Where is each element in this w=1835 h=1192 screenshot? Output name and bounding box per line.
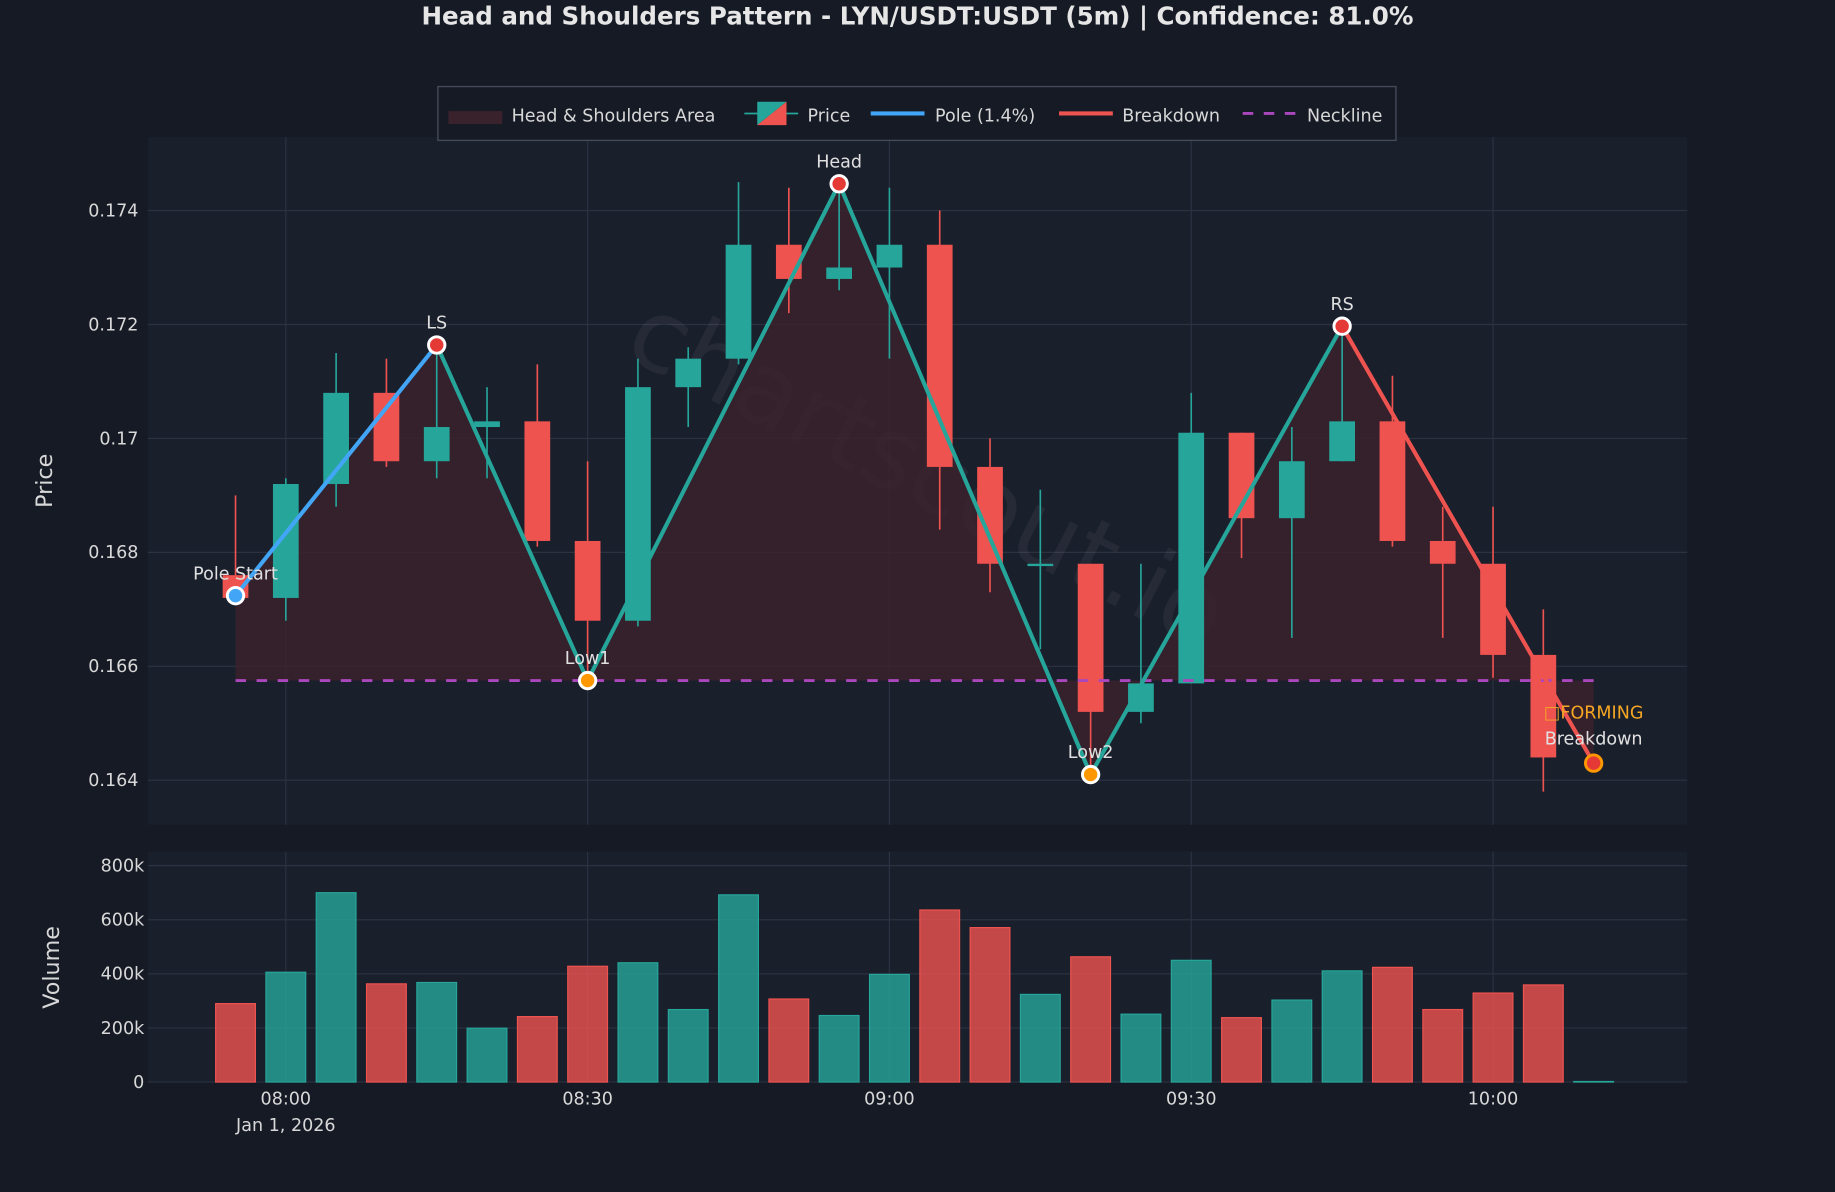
pattern-point-label: Breakdown <box>1545 729 1643 749</box>
candle-body <box>1429 540 1456 564</box>
volume-bar <box>567 965 609 1083</box>
candle-body <box>1480 563 1506 655</box>
price-tick-label: 0.174 <box>88 201 138 221</box>
volume-bar <box>768 998 810 1083</box>
pattern-point-label: Low2 <box>1068 743 1114 763</box>
volume-bar <box>265 971 307 1083</box>
legend-item-area[interactable]: Head & Shoulders Area <box>512 107 716 127</box>
volume-tick-label: 200k <box>101 1019 145 1039</box>
pattern-point-head <box>829 174 849 194</box>
time-tick-label: 10:00 <box>1468 1089 1519 1109</box>
candle-body <box>1278 461 1305 519</box>
volume-bar <box>1170 959 1212 1083</box>
legend-item-price[interactable]: Price <box>808 107 851 127</box>
forming-status-label: □FORMING <box>1544 704 1644 724</box>
candle-body <box>725 244 752 359</box>
volume-bar <box>1120 1013 1162 1083</box>
pattern-point-label: Low1 <box>565 649 611 669</box>
volume-bar <box>667 1008 709 1083</box>
candle-body <box>1027 563 1054 567</box>
date-label: Jan 1, 2026 <box>235 1116 336 1136</box>
chart-title: Head and Shoulders Pattern - LYN/USDT:US… <box>422 2 1414 31</box>
volume-bar <box>215 1003 256 1083</box>
volume-tick-label: 400k <box>101 965 145 985</box>
volume-bar <box>315 892 357 1083</box>
candle-body <box>876 244 903 268</box>
pattern-point-label: Pole Start <box>193 564 278 584</box>
candle-body <box>1077 563 1104 712</box>
pattern-point-ls <box>427 335 447 355</box>
breakdown-line <box>1340 325 1596 765</box>
volume-bar <box>718 894 759 1083</box>
volume-bar <box>1472 992 1514 1083</box>
legend-area-swatch <box>448 111 503 124</box>
time-tick-label: 09:30 <box>1166 1089 1217 1109</box>
volume-bar <box>365 983 407 1083</box>
time-tick-label: 08:00 <box>261 1089 312 1109</box>
legend-item-breakdown[interactable]: Breakdown <box>1122 107 1220 127</box>
candle-body <box>524 421 551 541</box>
volume-tick-label: 800k <box>101 856 145 876</box>
legend-price-down-icon <box>757 101 787 126</box>
candle-body <box>1379 421 1406 541</box>
pattern-area <box>235 183 1594 775</box>
volume-bar <box>516 1015 558 1083</box>
pattern-points: Pole Start LS Low1 Head Low2 RS Breakdown □FORM… <box>193 152 1644 785</box>
volume-bar <box>818 1014 860 1083</box>
candle-body <box>675 358 702 388</box>
pattern-point-low1 <box>577 670 598 691</box>
candle-body <box>574 540 601 621</box>
price-tick-label: 0.166 <box>88 657 138 677</box>
volume-bar <box>1522 984 1564 1083</box>
price-tick-label: 0.168 <box>88 543 138 563</box>
price-tick-label: 0.172 <box>88 315 138 335</box>
candle-body <box>926 244 953 467</box>
volume-bar <box>868 973 910 1083</box>
volume-bar <box>1221 1017 1262 1083</box>
pattern-point-label: RS <box>1330 295 1353 315</box>
pole-line <box>233 343 439 597</box>
pattern-point-label: Head <box>816 152 862 172</box>
volume-bar <box>617 962 659 1083</box>
time-tick-label: 08:30 <box>562 1089 613 1109</box>
volume-bar <box>1321 970 1363 1083</box>
head-and-shoulders-area <box>235 183 1594 775</box>
candle-body <box>373 392 400 462</box>
pattern-point-rs <box>1332 316 1352 336</box>
time-tick-label: 09:00 <box>864 1089 915 1109</box>
axes: 0.164 0.166 0.168 0.17 0.172 0.174 0 200k 400k 60… <box>88 201 1518 1136</box>
volume-bar <box>416 981 458 1083</box>
volume-tick-label: 0 <box>133 1073 144 1093</box>
candle-body <box>1329 421 1355 462</box>
volume-tick-label: 600k <box>101 911 145 931</box>
volume-bar <box>1019 993 1061 1083</box>
volume-bar <box>1573 1080 1615 1083</box>
volume-bars <box>215 892 1615 1083</box>
pattern-point-breakdown <box>1583 753 1604 773</box>
candle-body <box>826 267 852 279</box>
pattern-point-label: LS <box>426 314 447 334</box>
candle-body <box>1178 432 1205 684</box>
volume-bar <box>1422 1008 1464 1083</box>
price-tick-label: 0.164 <box>88 771 138 791</box>
volume-bar <box>1271 999 1313 1083</box>
legend[interactable]: Head & Shoulders Area Price Pole (1.4%) … <box>437 85 1397 142</box>
volume-bar <box>969 926 1011 1083</box>
candle-body <box>474 421 500 428</box>
legend-item-neckline[interactable]: Neckline <box>1307 107 1382 127</box>
volume-bar <box>1371 966 1413 1083</box>
legend-item-pole[interactable]: Pole (1.4%) <box>935 107 1035 127</box>
volume-bar <box>1070 956 1112 1083</box>
candle-body <box>423 427 450 462</box>
pattern-point-low2 <box>1080 764 1101 785</box>
volume-bar <box>919 909 961 1083</box>
price-axis-label: Price <box>32 454 58 508</box>
pattern-point-pole-start <box>225 586 246 606</box>
price-tick-label: 0.17 <box>99 429 138 449</box>
volume-bar <box>466 1027 508 1083</box>
volume-axis-label: Volume <box>39 926 65 1009</box>
